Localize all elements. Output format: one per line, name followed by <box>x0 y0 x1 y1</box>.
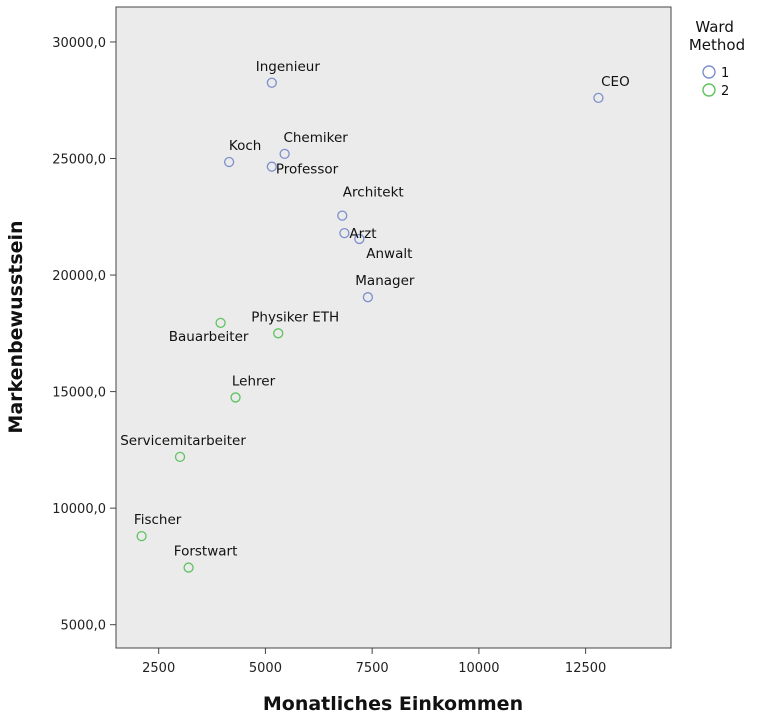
x-tick-label: 5000 <box>249 661 282 676</box>
data-point-forstwart <box>183 562 194 573</box>
data-point-anwalt <box>354 233 365 245</box>
legend-entries: 12 <box>702 65 729 99</box>
x-axis-title: Monatliches Einkommen <box>263 693 523 715</box>
data-points <box>136 77 604 573</box>
legend-title-line-2: Method <box>689 36 745 54</box>
data-point-ingenieur <box>266 77 277 88</box>
point-label-koch: Koch <box>229 138 261 154</box>
y-tick-label: 5000,0 <box>61 619 107 634</box>
data-point-chemiker <box>279 148 290 159</box>
data-point-bauarbeiter <box>215 317 226 328</box>
data-point-koch <box>223 156 235 168</box>
point-label-arzt: Arzt <box>349 226 376 242</box>
y-tick-label: 25000,0 <box>52 153 106 168</box>
data-point-architekt <box>337 210 348 221</box>
x-axis: 2500 5000 7500 10000 12500 <box>142 648 606 676</box>
point-label-bauarbeiter: Bauarbeiter <box>169 329 249 345</box>
point-label-ceo: CEO <box>601 74 630 90</box>
point-label-forstwart: Forstwart <box>174 544 238 560</box>
y-tick-label: 20000,0 <box>52 269 106 284</box>
point-label-manager: Manager <box>355 273 415 289</box>
data-point-manager <box>362 292 374 303</box>
x-tick-label: 2500 <box>142 661 175 676</box>
data-point-physiker-eth <box>273 328 284 339</box>
data-point-servicemitarbeiter <box>174 451 186 463</box>
data-point-labels: Ingenieur CEO Koch Chemiker ProfessorArchite… <box>120 59 630 560</box>
point-label-physiker-eth: Physiker ETH <box>251 309 339 325</box>
point-label-ingenieur: Ingenieur <box>256 59 321 75</box>
data-point-ceo <box>593 92 604 104</box>
plot-area <box>115 6 672 649</box>
legend-marker-1 <box>702 65 716 79</box>
legend-title: Ward Method <box>689 18 745 54</box>
point-label-fischer: Fischer <box>134 512 182 528</box>
data-point-fischer <box>136 530 147 542</box>
x-tick-label: 10000 <box>458 661 499 676</box>
legend-label-1: 1 <box>721 66 729 81</box>
data-point-professor <box>266 161 277 172</box>
point-label-chemiker: Chemiker <box>283 130 348 146</box>
legend-label-2: 2 <box>721 84 729 99</box>
data-point-lehrer <box>230 392 241 403</box>
legend-title-line-1: Ward <box>695 18 734 36</box>
point-label-architekt: Architekt <box>343 185 404 201</box>
y-axis-title: Markenbewusstsein <box>5 220 27 433</box>
point-label-professor: Professor <box>276 162 339 178</box>
legend: Ward Method 12 <box>689 18 745 99</box>
y-axis: 5000,0 10000,0 15000,0 20000,0 25000,0 30000,… <box>52 36 116 634</box>
y-tick-label: 10000,0 <box>52 502 106 517</box>
y-tick-label: 15000,0 <box>52 386 106 401</box>
point-label-lehrer: Lehrer <box>232 373 276 389</box>
legend-marker-2 <box>702 83 716 97</box>
x-tick-label: 7500 <box>356 661 389 676</box>
y-tick-label: 30000,0 <box>52 36 106 51</box>
point-label-anwalt: Anwalt <box>366 246 412 262</box>
point-label-servicemitarbeiter: Servicemitarbeiter <box>120 433 246 449</box>
x-tick-label: 12500 <box>565 661 606 676</box>
data-point-arzt <box>339 227 350 239</box>
